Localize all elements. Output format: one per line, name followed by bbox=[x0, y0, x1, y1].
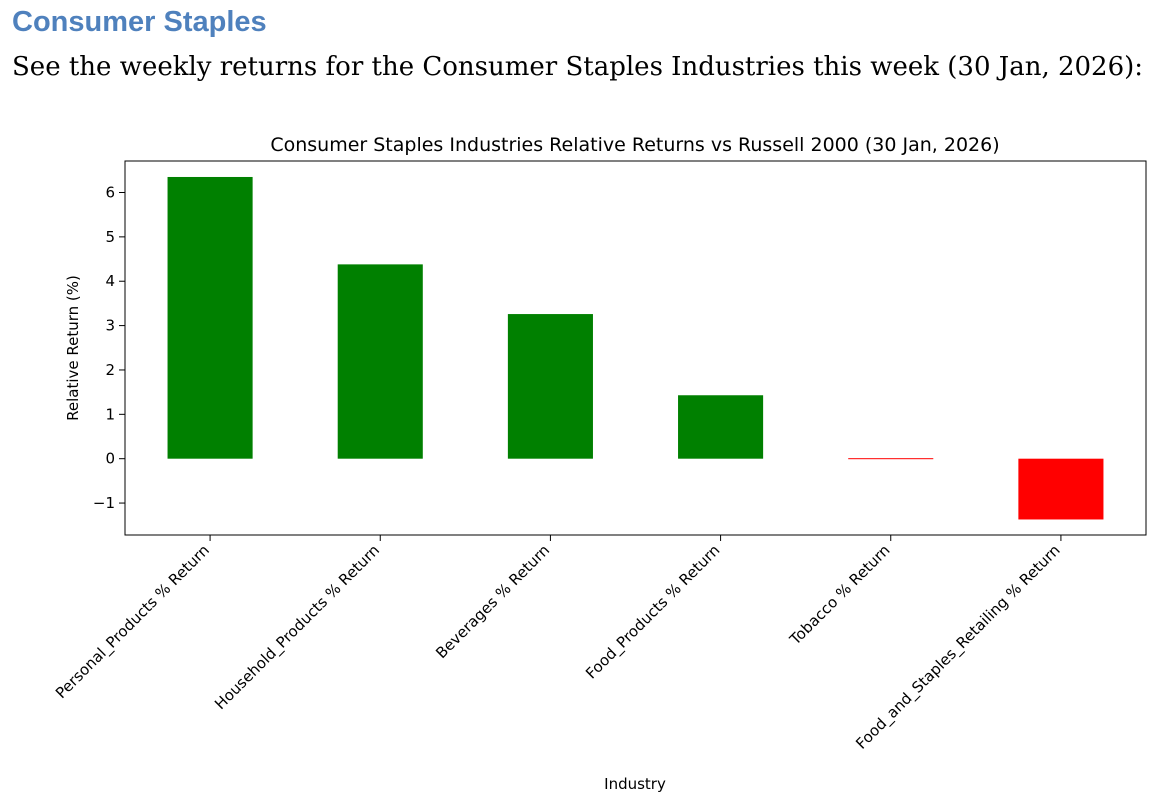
bar-1 bbox=[167, 176, 253, 459]
page-heading: Consumer Staples bbox=[12, 6, 267, 38]
bar-6 bbox=[1018, 458, 1104, 520]
x-tick-label: Personal_Products % Return bbox=[52, 541, 214, 703]
y-tick-label: 6 bbox=[105, 183, 115, 201]
x-axis-label: Industry bbox=[604, 775, 666, 793]
bar-5 bbox=[848, 458, 934, 460]
y-tick-label: −1 bbox=[93, 494, 115, 512]
intro-text: See the weekly returns for the Consumer … bbox=[12, 52, 1144, 82]
x-tick-label: Food_Products % Return bbox=[582, 541, 724, 683]
chart-title: Consumer Staples Industries Relative Ret… bbox=[270, 134, 999, 156]
plot-frame bbox=[124, 160, 1147, 536]
x-tick-label: Tobacco % Return bbox=[786, 541, 894, 649]
x-tick-label: Beverages % Return bbox=[432, 541, 553, 662]
x-tick-label: Household_Products % Return bbox=[211, 541, 384, 714]
bar-4 bbox=[678, 395, 764, 459]
x-tick-label: Food_and_Staples_Retailing % Return bbox=[852, 541, 1064, 753]
y-axis-label: Relative Return (%) bbox=[64, 275, 82, 421]
bar-3 bbox=[507, 314, 593, 459]
y-tick-label: 1 bbox=[105, 405, 115, 423]
y-tick-label: 5 bbox=[105, 228, 115, 246]
y-tick-label: 4 bbox=[105, 272, 115, 290]
bar-2 bbox=[337, 264, 423, 459]
y-tick-label: 0 bbox=[105, 450, 115, 468]
y-tick-label: 3 bbox=[105, 317, 115, 335]
y-tick-label: 2 bbox=[105, 361, 115, 379]
